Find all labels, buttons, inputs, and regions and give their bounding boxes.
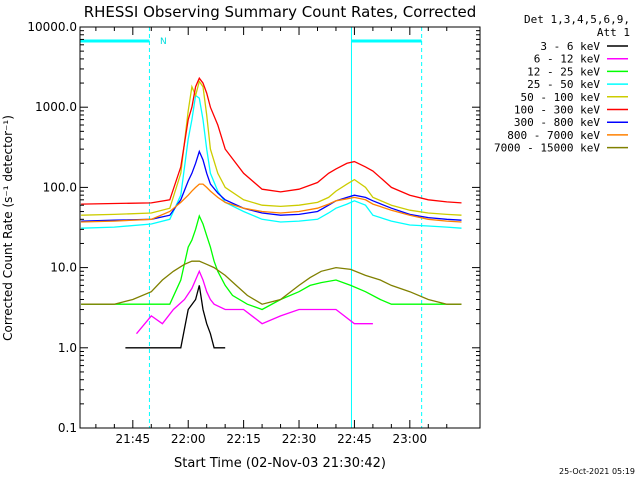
footer-timestamp: 25-Oct-2021 05:19 [559, 467, 635, 476]
series-line-6 [81, 149, 462, 222]
axes [79, 26, 481, 429]
x-tick-label-2: 22:15 [226, 432, 261, 446]
y-tick-label-5: 10000.0 [27, 20, 77, 34]
legend-label-7: 800 - 7000 keV [507, 129, 600, 142]
legend-label-6: 300 - 800 keV [514, 116, 600, 129]
legend-label-1: 6 - 12 keV [534, 53, 601, 66]
series-layer [81, 76, 462, 349]
series-line-3 [81, 94, 462, 229]
y-tick-label-4: 1000.0 [35, 100, 77, 114]
series-line-0 [125, 285, 226, 349]
x-tick-label-4: 22:45 [337, 432, 372, 446]
series-line-1 [136, 269, 373, 335]
saa-marker: N [160, 37, 167, 47]
y-tick-label-3: 100.0 [43, 180, 77, 194]
x-tick-label-1: 22:00 [171, 432, 206, 446]
legend-label-8: 7000 - 15000 keV [494, 142, 600, 155]
legend-label-5: 100 - 300 keV [514, 104, 600, 117]
series-line-8 [81, 260, 462, 305]
saa-label: N [160, 37, 167, 47]
night-bars [79, 27, 423, 428]
y-tick-label-1: 1.0 [58, 341, 77, 355]
y-tick-label-2: 10.0 [50, 261, 77, 275]
x-tick-label-3: 22:30 [282, 432, 317, 446]
legend-label-3: 25 - 50 keV [527, 78, 600, 91]
x-tick-label-0: 21:45 [116, 432, 151, 446]
y-tick-label-0: 0.1 [58, 421, 77, 435]
series-line-2 [81, 214, 462, 311]
chart-title: RHESSI Observing Summary Count Rates, Co… [84, 3, 477, 21]
ticks: 0.1 1.0 10.0 100.0 1000.0 10000.0 21:45 22:00 22… [27, 20, 480, 446]
legend-label-2: 12 - 25 keV [527, 65, 600, 78]
series-line-5 [81, 76, 462, 205]
plot-frame [79, 26, 481, 429]
legend-header-1: Det 1,3,4,5,6,9, [524, 13, 630, 26]
x-axis-label: Start Time (02-Nov-03 21:30:42) [174, 456, 386, 471]
legend-header-2: Att 1 [597, 26, 630, 39]
series-line-7 [81, 183, 462, 223]
series-line-4 [81, 79, 462, 216]
y-axis-label: Corrected Count Rate (s⁻¹ detector⁻¹) [1, 115, 15, 341]
x-tick-label-5: 23:00 [393, 432, 428, 446]
legend-label-0: 3 - 6 keV [540, 40, 600, 53]
legend-label-4: 50 - 100 keV [521, 91, 601, 104]
